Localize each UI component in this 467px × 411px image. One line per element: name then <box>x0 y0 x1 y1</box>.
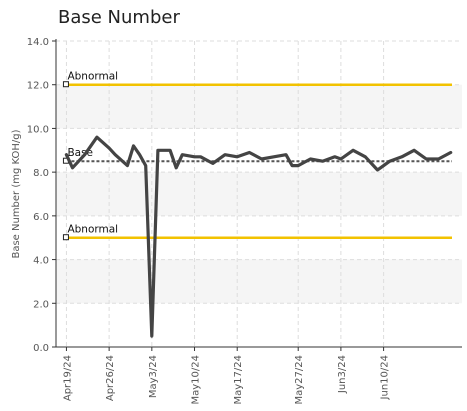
y-tick-label: 12.0 <box>27 81 49 92</box>
background-bands <box>56 85 462 304</box>
x-tick-label: Jun3/24 <box>337 355 348 394</box>
x-tick-label: Apr19/24 <box>62 355 73 401</box>
x-tick-label: May3/24 <box>148 355 159 398</box>
x-tick-label: May27/24 <box>294 355 305 405</box>
y-tick-label: 2.0 <box>33 299 49 310</box>
y-tick-label: 10.0 <box>27 124 49 135</box>
background-band <box>56 260 462 304</box>
y-tick-label: 14.0 <box>27 37 49 48</box>
x-tick-label: May10/24 <box>191 355 202 405</box>
background-band <box>56 85 462 129</box>
reference-label: Abnormal <box>67 224 118 236</box>
x-tick-label: Apr26/24 <box>105 355 116 401</box>
y-tick-label: 6.0 <box>33 212 49 223</box>
reference-label: Abnormal <box>67 71 118 83</box>
x-tick-label: May17/24 <box>233 355 244 405</box>
y-tick-label: 4.0 <box>33 256 49 267</box>
y-axis-label: Base Number (mg KOH/g) <box>11 129 22 258</box>
y-tick-label: 8.0 <box>33 168 49 179</box>
background-band <box>56 172 462 216</box>
y-tick-label: 0.0 <box>33 343 49 354</box>
x-tick-label: Jun10/24 <box>380 355 391 400</box>
